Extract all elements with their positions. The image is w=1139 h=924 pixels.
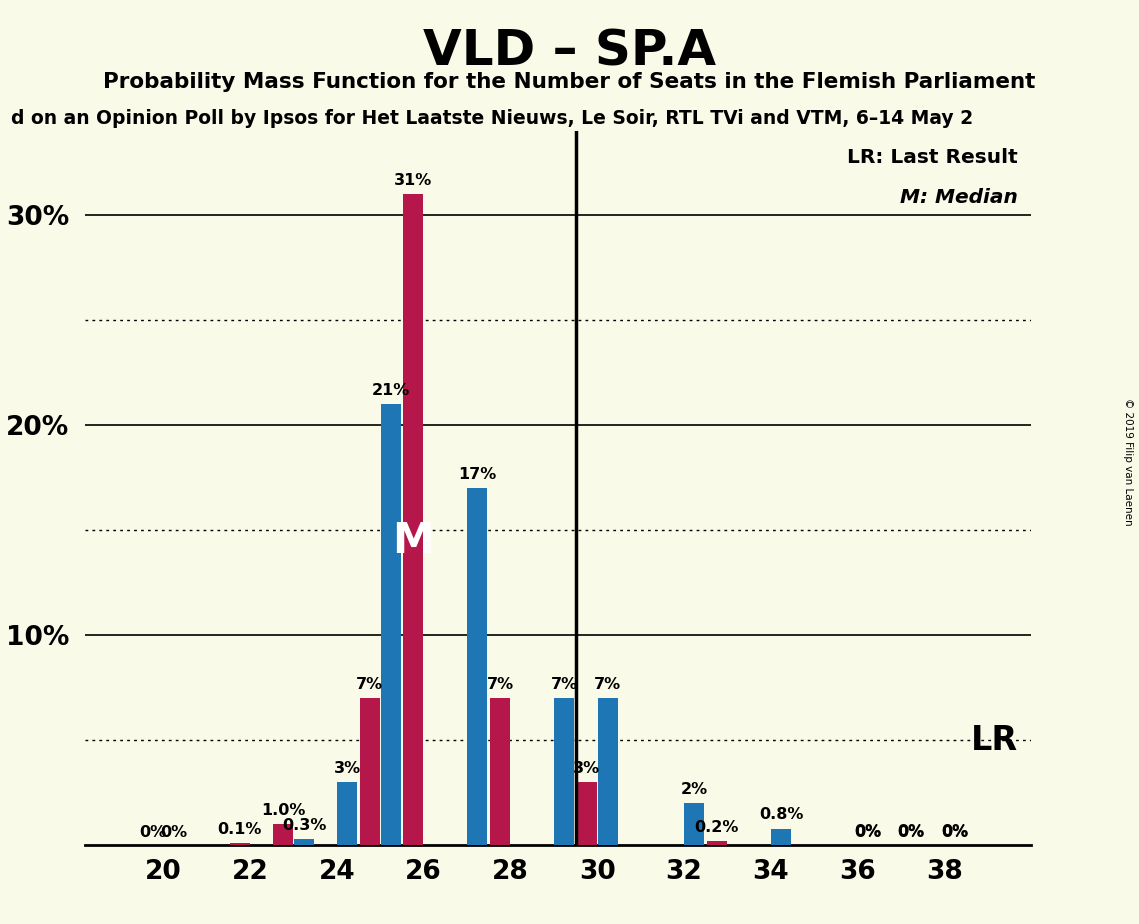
Text: 0%: 0% <box>941 825 968 840</box>
Text: 0.8%: 0.8% <box>759 808 803 822</box>
Bar <box>598 699 617 845</box>
Bar <box>380 405 401 845</box>
Text: M: M <box>393 520 434 562</box>
Text: © 2019 Filip van Laenen: © 2019 Filip van Laenen <box>1123 398 1132 526</box>
Text: 31%: 31% <box>394 173 433 188</box>
Text: 0%: 0% <box>941 824 968 839</box>
Text: 7%: 7% <box>593 677 621 692</box>
Text: 0%: 0% <box>139 825 166 840</box>
Text: LR: Last Result: LR: Last Result <box>847 148 1018 167</box>
Text: 2%: 2% <box>681 782 707 797</box>
Text: 0.3%: 0.3% <box>281 818 326 833</box>
Text: d on an Opinion Poll by Ipsos for Het Laatste Nieuws, Le Soir, RTL TVi and VTM, : d on an Opinion Poll by Ipsos for Het La… <box>11 109 974 128</box>
Bar <box>273 824 293 845</box>
Bar <box>707 841 727 845</box>
Text: Probability Mass Function for the Number of Seats in the Flemish Parliament: Probability Mass Function for the Number… <box>104 72 1035 92</box>
Bar <box>555 699 574 845</box>
Text: LR: LR <box>970 723 1018 757</box>
Text: 21%: 21% <box>371 383 410 398</box>
Text: M: Median: M: Median <box>900 188 1018 207</box>
Bar <box>771 829 790 845</box>
Text: 0%: 0% <box>898 825 925 840</box>
Bar <box>360 699 380 845</box>
Text: 17%: 17% <box>458 467 497 482</box>
Text: 0%: 0% <box>898 824 925 839</box>
Bar <box>490 699 510 845</box>
Text: 7%: 7% <box>550 677 577 692</box>
Text: 1.0%: 1.0% <box>261 803 305 818</box>
Text: VLD – SP.A: VLD – SP.A <box>423 28 716 76</box>
Text: 3%: 3% <box>334 761 361 776</box>
Bar <box>337 783 358 845</box>
Text: 0%: 0% <box>161 825 188 840</box>
Text: 0.2%: 0.2% <box>695 820 739 835</box>
Text: 7%: 7% <box>357 677 384 692</box>
Text: 3%: 3% <box>573 761 600 776</box>
Text: 0%: 0% <box>854 824 882 839</box>
Text: 0.1%: 0.1% <box>218 822 262 837</box>
Bar <box>576 783 597 845</box>
Bar <box>467 488 487 845</box>
Bar <box>403 194 424 845</box>
Bar <box>294 839 314 845</box>
Bar <box>230 844 249 845</box>
Text: 0%: 0% <box>854 825 882 840</box>
Bar <box>685 804 704 845</box>
Text: 7%: 7% <box>486 677 514 692</box>
